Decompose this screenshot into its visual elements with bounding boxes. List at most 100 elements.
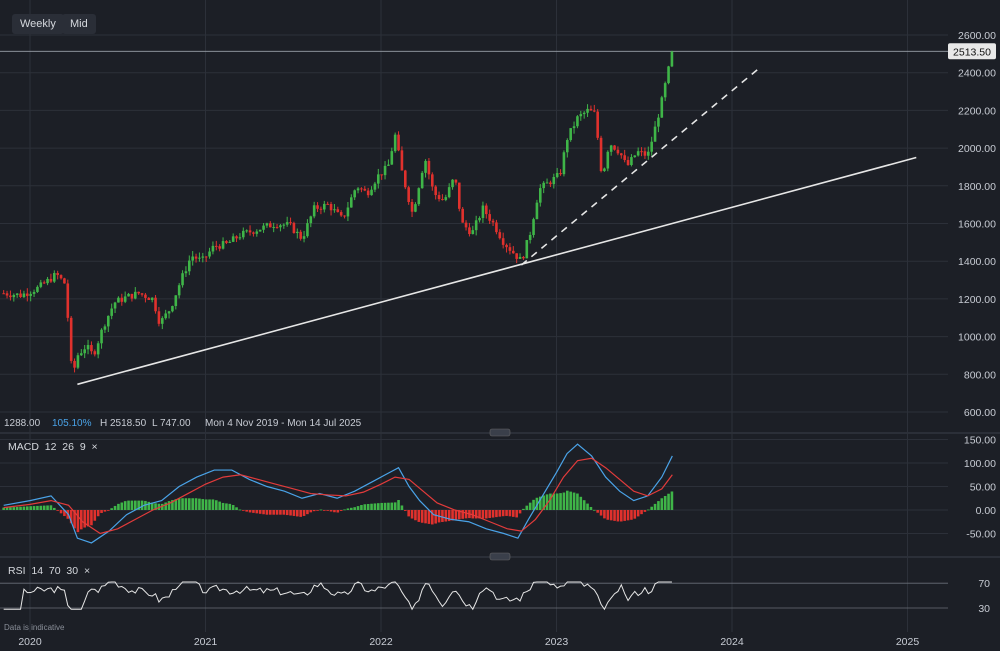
candle-body xyxy=(400,150,404,171)
panel-resize-handle xyxy=(489,428,511,437)
candle-body xyxy=(552,176,556,185)
candle-body xyxy=(117,297,120,303)
rsi-line xyxy=(3,581,672,611)
candle-body xyxy=(603,168,606,172)
candle-body xyxy=(26,293,29,296)
macd-histogram-bar xyxy=(238,509,242,511)
candle-body xyxy=(282,224,286,226)
candle-body xyxy=(127,293,130,297)
macd-histogram-bar xyxy=(424,510,427,524)
candle-body xyxy=(137,291,140,294)
candle-body xyxy=(464,222,468,228)
macd-histogram-bar xyxy=(53,507,56,510)
rsi-close-icon[interactable]: × xyxy=(83,565,91,577)
macd-histogram-bar xyxy=(32,506,36,510)
candle-body xyxy=(299,231,302,239)
macd-histogram-bar xyxy=(451,510,454,521)
candle-body xyxy=(309,216,313,224)
macd-close-icon[interactable]: × xyxy=(91,441,98,453)
macd-histogram-bar xyxy=(76,510,80,533)
candle-body xyxy=(596,111,599,138)
candle-body xyxy=(194,256,198,259)
macd-histogram-bar xyxy=(39,505,43,510)
candle-body xyxy=(272,226,275,228)
candle-body xyxy=(36,286,39,292)
macd-histogram-bar xyxy=(289,510,292,516)
candle-body xyxy=(319,208,323,210)
macd-histogram-bar xyxy=(464,510,468,519)
info-low: L 747.00 xyxy=(152,418,191,429)
macd-histogram-bar xyxy=(113,505,117,510)
macd-histogram-bar xyxy=(657,501,660,510)
macd-histogram-bar xyxy=(650,506,653,510)
candle-body xyxy=(76,355,80,368)
macd-histogram-bar xyxy=(485,510,488,519)
candle-body xyxy=(231,236,235,242)
candle-body xyxy=(73,360,76,368)
macd-histogram-bar xyxy=(495,510,498,518)
macd-histogram-bar xyxy=(400,505,404,510)
candle-body xyxy=(609,145,613,152)
candle-body xyxy=(650,141,653,152)
candle-body xyxy=(370,189,373,196)
macd-histogram-bar xyxy=(491,510,495,518)
candle-body xyxy=(177,285,181,296)
macd-histogram-bar xyxy=(596,510,599,513)
candle-body xyxy=(350,197,353,208)
macd-histogram-bar xyxy=(512,510,515,517)
candle-body xyxy=(579,114,583,117)
macd-histogram-bar xyxy=(157,503,161,510)
macd-histogram-bar xyxy=(363,504,367,510)
candle-body xyxy=(336,209,340,213)
macd-histogram-bar xyxy=(46,505,49,510)
macd-histogram-bar xyxy=(225,503,228,510)
candle-body xyxy=(235,236,238,239)
candle-body xyxy=(333,209,336,211)
candle-body xyxy=(306,223,309,237)
candle-body xyxy=(93,351,97,355)
candle-body xyxy=(204,256,208,258)
macd-histogram-bar xyxy=(569,491,572,510)
macd-tick-label: 0.00 xyxy=(976,505,997,517)
macd-p3: 9 xyxy=(79,441,86,453)
macd-histogram-bar xyxy=(346,508,350,510)
candle-body xyxy=(262,225,265,230)
candle-body xyxy=(555,172,559,177)
macd-histogram-bar xyxy=(29,506,32,510)
candle-body xyxy=(201,256,205,258)
candle-body xyxy=(154,297,157,312)
macd-histogram-bar xyxy=(522,508,525,510)
macd-signal-line xyxy=(3,457,673,535)
macd-histogram-bar xyxy=(235,507,238,510)
candle-body xyxy=(471,230,475,235)
macd-histogram-bar xyxy=(184,498,188,510)
macd-histogram-bar xyxy=(221,502,225,510)
price-mode-button[interactable]: Mid xyxy=(62,14,96,34)
macd-histogram-bar xyxy=(613,510,616,521)
rsi-p1: 14 xyxy=(31,565,44,577)
candle-body xyxy=(444,197,448,200)
macd-histogram-bar xyxy=(171,500,174,510)
rsi-legend: RSI 14 70 30 × xyxy=(8,565,90,577)
macd-histogram-bar xyxy=(9,507,12,510)
macd-histogram-bar xyxy=(100,510,103,513)
candle-body xyxy=(107,315,110,327)
macd-histogram-bar xyxy=(59,510,63,514)
macd-tick-label: 150.00 xyxy=(964,435,996,447)
macd-histogram-bar xyxy=(201,499,205,510)
candle-body xyxy=(167,311,171,314)
rsi-label: RSI xyxy=(8,565,26,577)
candle-body xyxy=(542,182,545,189)
timeframe-button[interactable]: Weekly xyxy=(12,14,64,34)
candle-body xyxy=(636,151,640,156)
macd-histogram-bar xyxy=(447,510,451,522)
macd-histogram-bar xyxy=(387,502,390,510)
candle-body xyxy=(461,208,464,223)
macd-label: MACD xyxy=(8,441,39,453)
macd-histogram-bar xyxy=(191,498,194,510)
candle-body xyxy=(474,220,478,231)
candle-body xyxy=(620,153,623,156)
macd-histogram-bar xyxy=(481,510,485,519)
candle-body xyxy=(559,172,562,175)
macd-histogram-bar xyxy=(532,499,535,510)
